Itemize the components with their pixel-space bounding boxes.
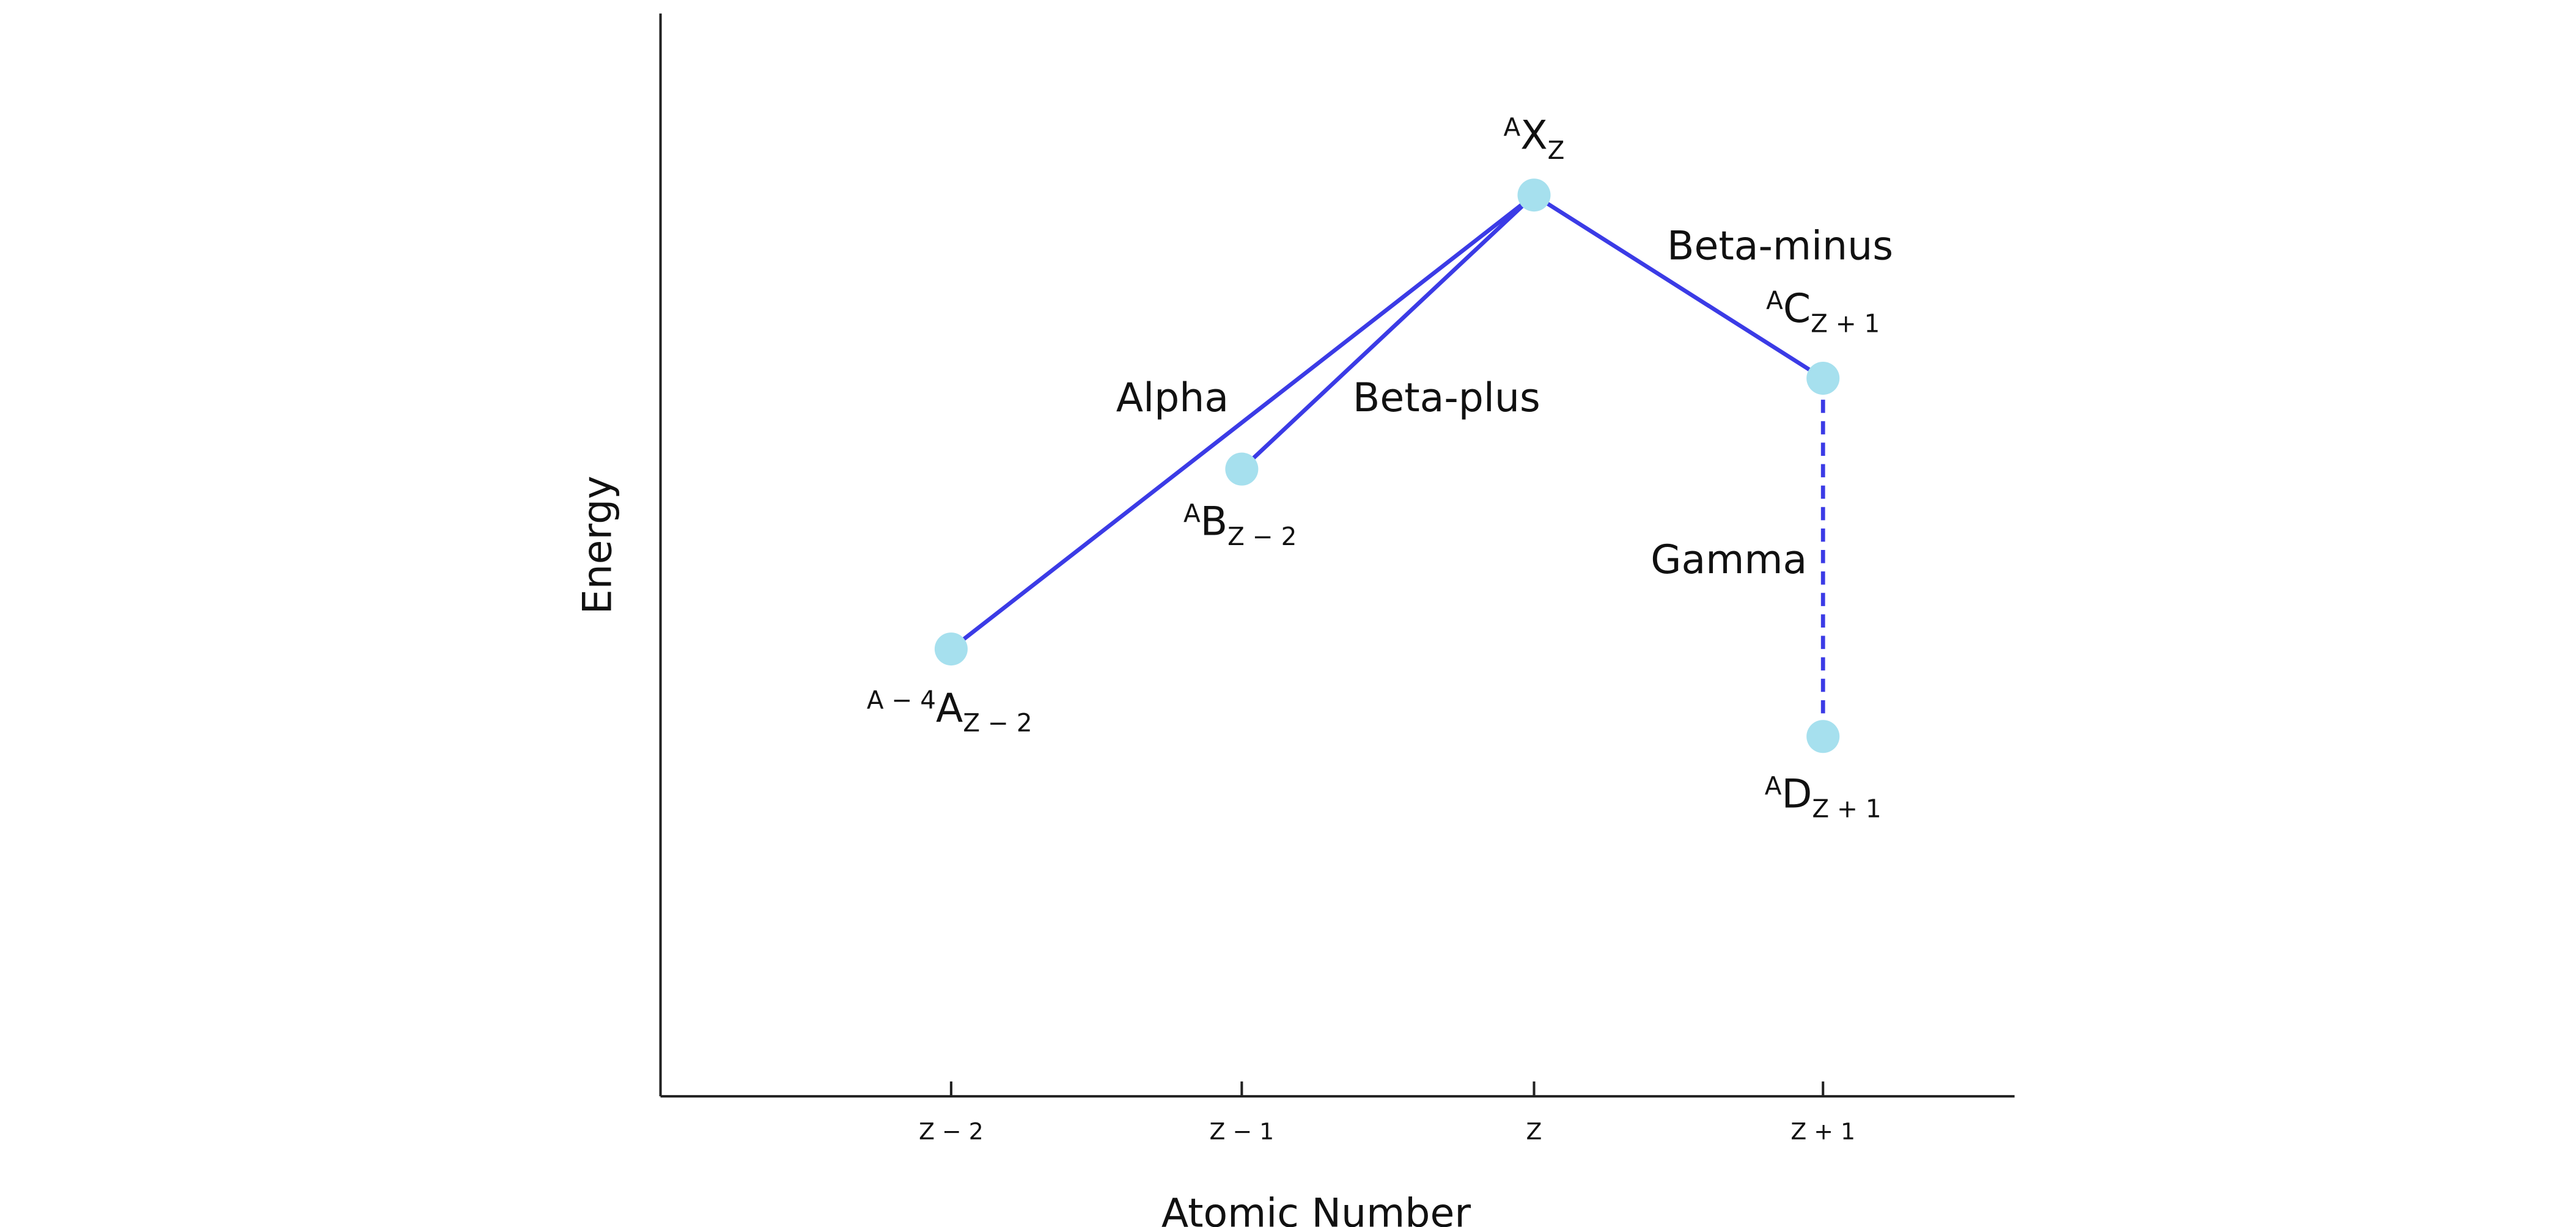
symbol: A [936,686,963,731]
sub: Z + 1 [1811,309,1880,338]
node [1517,178,1551,212]
x-tick-label: Z [1526,1118,1542,1145]
sup: A [1504,112,1521,142]
sub: Z − 2 [963,708,1032,738]
edges [949,193,1825,737]
symbol: X [1520,113,1547,159]
x-tick-label: Z + 1 [1790,1118,1855,1145]
node [1806,720,1840,753]
x-tick-label: Z − 1 [1210,1118,1275,1145]
x-tick-label: Z − 2 [919,1118,984,1145]
x-axis-title: Atomic Number [1161,1191,1471,1227]
node [1225,452,1259,486]
sup: A − 4 [867,685,936,714]
node-label: ADZ + 1 [1765,771,1882,824]
sub: Z + 1 [1812,794,1881,824]
sup: A [1183,499,1201,528]
symbol: C [1783,286,1811,332]
x-ticks [949,1081,1825,1097]
symbol: D [1782,771,1812,817]
node-label: ABZ − 2 [1183,499,1297,551]
sub: Z [1548,136,1565,165]
edge-label: Beta-minus [1667,224,1893,269]
edge-label: Beta-plus [1353,375,1540,421]
node-label: ACZ + 1 [1766,286,1880,339]
sup: A [1765,771,1782,800]
sup: A [1766,286,1783,315]
node-label: A − 4AZ − 2 [867,685,1032,738]
node-label: AXZ [1504,112,1565,165]
edge [949,193,1536,651]
sub: Z − 2 [1227,522,1297,551]
node [934,632,968,666]
symbol: B [1201,499,1227,545]
node [1806,362,1840,395]
edge-label: Alpha [1116,375,1229,421]
edge [1533,193,1825,380]
nodes [934,178,1840,753]
y-axis-title: Energy [575,475,620,614]
edge [1240,193,1536,471]
edge-label: Gamma [1650,537,1807,583]
